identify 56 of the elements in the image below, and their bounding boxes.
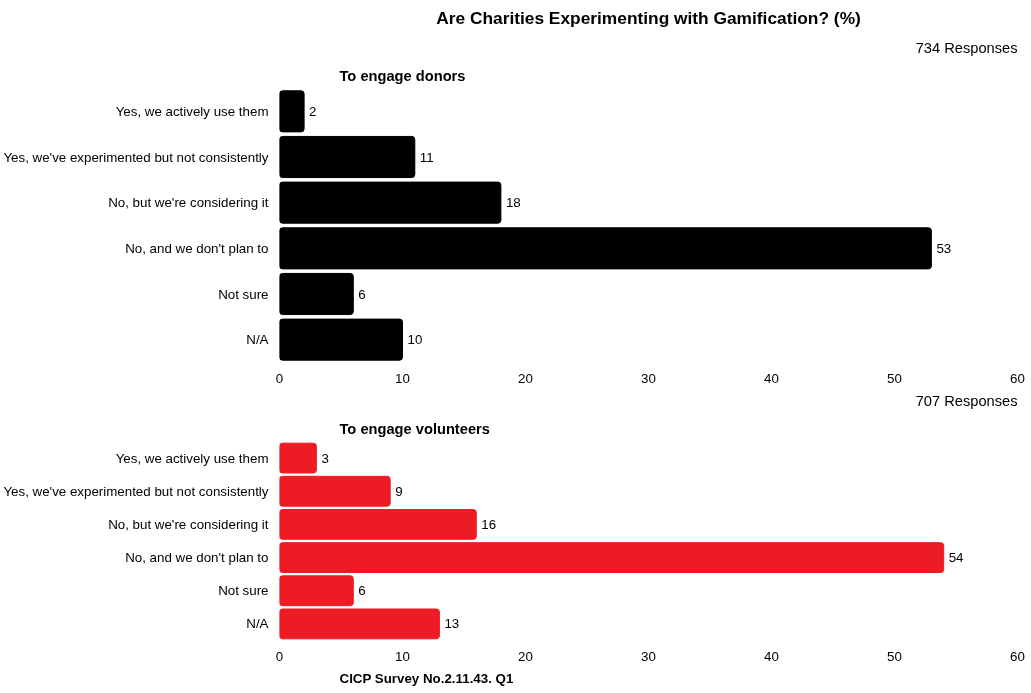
bar	[279, 542, 945, 574]
x-tick-label: 0	[275, 370, 284, 386]
data-label: 16	[481, 516, 497, 532]
chart-subtitle: To engage donors	[339, 67, 466, 84]
x-tick-label: 60	[1010, 370, 1025, 386]
x-tick-label: 50	[887, 370, 902, 386]
y-tick-label: No, and we don't plan to	[125, 240, 269, 256]
y-tick-label: No, but we're considering it	[108, 195, 269, 211]
x-tick-label: 20	[518, 370, 533, 386]
text: 734 Responses	[915, 39, 1018, 56]
y-tick-label: Not sure	[218, 286, 269, 302]
data-label: 6	[358, 583, 366, 599]
x-tick-label: 50	[887, 648, 902, 664]
bar	[279, 318, 403, 361]
chart-subtitle: To engage volunteers	[339, 420, 490, 437]
bar	[279, 90, 305, 133]
bar	[279, 575, 354, 607]
y-tick-label: Yes, we actively use them	[115, 103, 269, 119]
x-tick-label: 30	[641, 648, 656, 664]
x-tick-label: 10	[395, 370, 410, 386]
y-tick-label: N/A	[246, 332, 269, 348]
data-label: 53	[936, 240, 952, 256]
bar	[279, 272, 354, 316]
y-tick-label: N/A	[246, 616, 269, 632]
text: 707 Responses	[915, 392, 1018, 409]
x-tick-label: 60	[1010, 648, 1025, 664]
data-label: 6	[358, 286, 366, 302]
y-tick-label: No, and we don't plan to	[125, 550, 269, 566]
data-label: 10	[407, 332, 423, 348]
x-tick-label: 20	[518, 648, 533, 664]
data-label: 9	[395, 483, 403, 499]
data-label: 3	[321, 450, 329, 466]
y-tick-label: Not sure	[218, 583, 269, 599]
bar	[279, 181, 502, 224]
bar	[279, 442, 317, 474]
data-label: 2	[309, 103, 317, 119]
x-tick-label: 0	[275, 648, 284, 664]
bar	[279, 227, 932, 270]
y-tick-label: Yes, we actively use them	[115, 450, 269, 466]
y-tick-label: Yes, we've experimented but not consistently	[3, 149, 269, 165]
x-tick-label: 10	[395, 648, 410, 664]
text: CICP Survey No.2.11.43. Q1	[339, 670, 514, 686]
bar	[279, 135, 416, 179]
x-tick-label: 30	[641, 370, 656, 386]
data-label: 54	[948, 550, 965, 566]
bar	[279, 475, 391, 507]
data-label: 18	[505, 195, 521, 211]
x-tick-label: 40	[764, 370, 779, 386]
bar	[279, 508, 477, 540]
data-label: 11	[419, 149, 434, 165]
bar	[279, 608, 440, 640]
x-tick-label: 40	[764, 648, 779, 664]
y-tick-label: Yes, we've experimented but not consistently	[3, 483, 269, 499]
data-label: 13	[444, 616, 460, 632]
chart-title: Are Charities Experimenting with Gamification? (%)	[436, 7, 861, 28]
y-tick-label: No, but we're considering it	[108, 516, 269, 532]
